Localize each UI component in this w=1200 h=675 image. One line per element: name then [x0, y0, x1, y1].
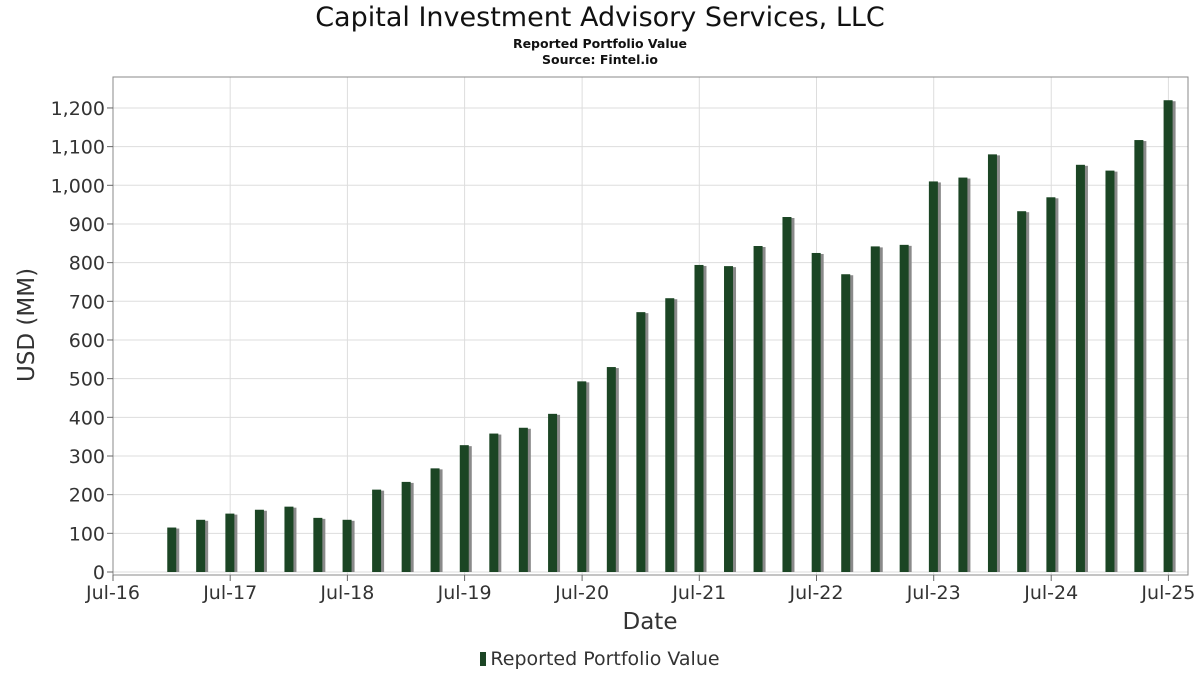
bar — [724, 266, 734, 572]
legend: Reported Portfolio Value — [0, 648, 1200, 670]
y-tick-label: 200 — [69, 485, 105, 507]
bar — [284, 506, 294, 572]
bar — [225, 513, 235, 572]
bar — [196, 519, 206, 572]
bar — [254, 509, 264, 572]
chart-subtitle: Reported Portfolio Value — [512, 36, 688, 51]
bar — [958, 177, 968, 573]
y-tick-label: 500 — [69, 369, 105, 391]
chart-title: Capital Investment Advisory Services, LL… — [315, 2, 885, 33]
y-tick-label: 600 — [69, 330, 105, 352]
x-tick-label: Jul-16 — [85, 582, 140, 604]
bar — [811, 252, 821, 572]
legend-label: Reported Portfolio Value — [490, 648, 720, 670]
y-tick-label: 1,200 — [51, 98, 105, 120]
bar — [665, 298, 675, 572]
y-tick-label: 400 — [69, 407, 105, 429]
bar — [899, 244, 909, 572]
bar — [1163, 100, 1173, 572]
y-tick-label: 1,100 — [51, 137, 105, 159]
y-tick-label: 900 — [69, 214, 105, 236]
bar — [1017, 211, 1027, 572]
bar — [841, 274, 851, 572]
bar — [313, 517, 323, 572]
bar — [1134, 140, 1144, 573]
y-tick-label: 800 — [69, 253, 105, 275]
bar — [753, 246, 763, 572]
bars-layer — [167, 100, 1176, 573]
bar — [518, 427, 528, 572]
x-tick-label: Jul-17 — [202, 582, 257, 604]
bar — [489, 433, 499, 572]
axis-layer: 0 100 200 300 400 500 600 700 800 900 1,000 1,100 1,… — [51, 98, 1196, 604]
bar — [870, 246, 880, 572]
y-tick-label: 300 — [69, 446, 105, 468]
bar — [1105, 170, 1115, 572]
y-axis-title: USD (MM) — [14, 268, 40, 382]
bar — [694, 264, 704, 572]
bar — [1075, 164, 1085, 572]
x-tick-label: Jul-23 — [906, 582, 961, 604]
bar — [987, 154, 997, 572]
legend-swatch — [480, 652, 487, 666]
bar — [636, 312, 646, 572]
y-tick-label: 0 — [93, 562, 105, 584]
bar — [342, 519, 352, 572]
bar — [430, 468, 440, 572]
bar — [401, 481, 411, 572]
x-tick-label: Jul-21 — [671, 582, 726, 604]
bar — [459, 445, 469, 572]
x-tick-label: Jul-22 — [789, 582, 844, 604]
x-tick-label: Jul-20 — [554, 582, 609, 604]
x-tick-label: Jul-19 — [437, 582, 492, 604]
chart-source: Source: Fintel.io — [542, 52, 658, 67]
y-tick-label: 100 — [69, 523, 105, 545]
bar — [548, 413, 558, 572]
plot-frame — [112, 76, 1189, 576]
bar — [372, 489, 382, 572]
x-tick-label: Jul-18 — [319, 582, 374, 604]
bar — [577, 381, 587, 572]
bar — [1046, 197, 1056, 572]
x-tick-label: Jul-24 — [1023, 582, 1078, 604]
y-tick-label: 1,000 — [51, 175, 105, 197]
bar — [606, 367, 616, 572]
bar — [928, 181, 938, 573]
x-tick-label: Jul-25 — [1140, 582, 1195, 604]
y-tick-label: 700 — [69, 291, 105, 313]
bar — [167, 527, 177, 572]
x-axis-title: Date — [623, 609, 678, 635]
bar — [782, 217, 792, 572]
